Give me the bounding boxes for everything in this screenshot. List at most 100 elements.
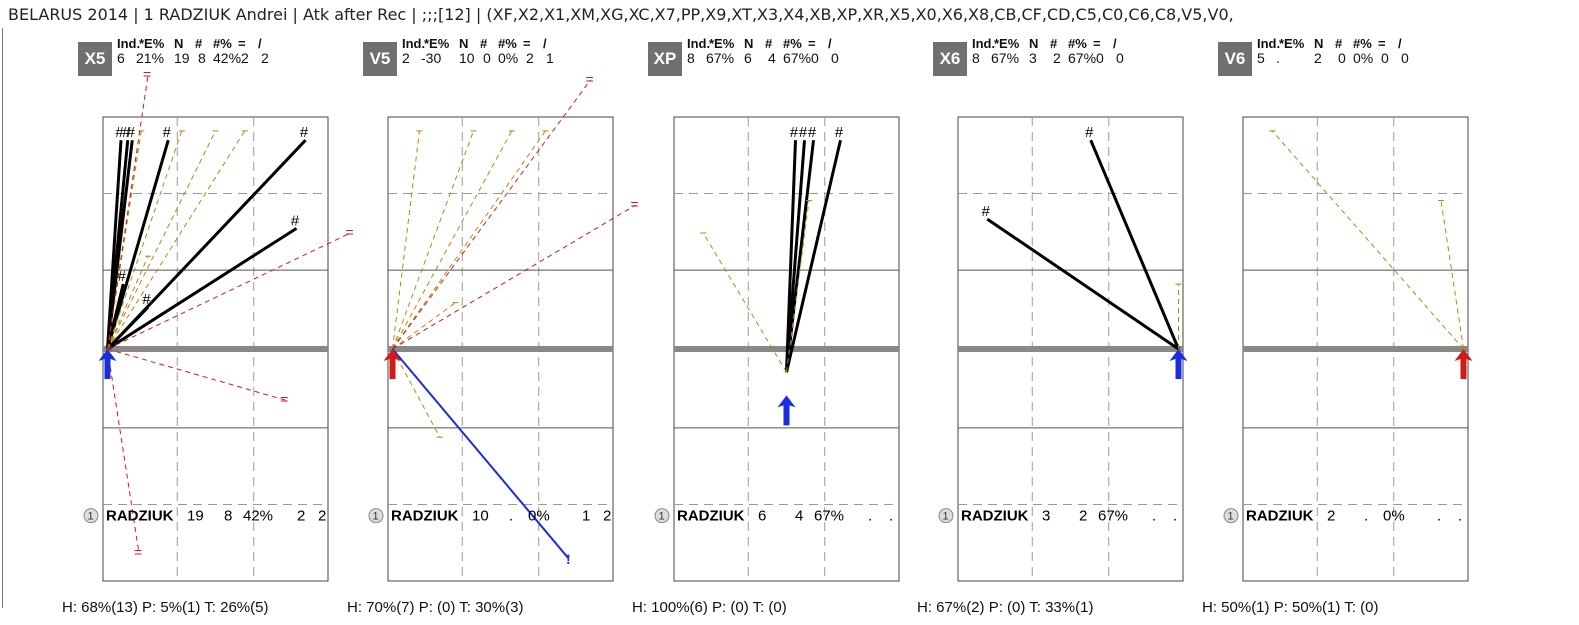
blocked-marker: ! <box>566 551 571 567</box>
stats-header: N <box>1314 36 1324 51</box>
kill-marker: # <box>1085 125 1094 142</box>
stats-value: 0 <box>1116 50 1124 66</box>
attack-trajectory-kill <box>1089 139 1180 350</box>
kill-marker: # <box>300 125 309 142</box>
hit-distribution: H: 68%(13) P: 5%(1) T: 26%(5) <box>62 599 269 616</box>
stats-value: 19 <box>174 50 190 66</box>
stats-value-row: 5. 2 0 0% 0 0 <box>1257 51 1417 66</box>
kill-marker: # <box>162 125 171 142</box>
stats-header: *E% <box>709 36 735 51</box>
stats-value: 8 <box>198 50 206 66</box>
stats-header-row: Ind. *E% N # #% = / <box>1257 36 1417 51</box>
stats-header: Ind. <box>117 36 141 51</box>
player-stat: . <box>1458 508 1462 525</box>
player-arrow <box>777 395 796 426</box>
attack-code-badge: X5 <box>78 42 112 76</box>
stats-header: #% <box>213 36 232 51</box>
stats-value: 67% <box>991 50 1020 66</box>
stats-value: 0 <box>1096 50 1104 66</box>
attack-trajectory-blocked <box>391 348 569 559</box>
attack-trajectory-continued <box>107 130 183 350</box>
kill-marker: # <box>981 204 990 221</box>
stats-block: Ind. *E% N # #% =/8 67% 6 4 67% 0 0 <box>687 36 847 66</box>
stats-value: . <box>1276 50 1280 66</box>
kill-marker: # <box>142 292 151 309</box>
player-stat: . <box>1173 508 1177 525</box>
stats-header: N <box>174 36 184 51</box>
attack-trajectory-continued <box>107 256 149 350</box>
stats-value: 0 <box>831 50 839 66</box>
player-stat: 4 <box>795 508 803 525</box>
stats-value-row: 6 21% 19 8 42% 2 2 <box>117 51 277 66</box>
player-arrow <box>1454 349 1473 379</box>
error-marker: = <box>586 71 594 87</box>
stats-header: #% <box>1068 36 1087 51</box>
attack-trajectory-continued <box>392 130 474 350</box>
player-stat: 3 <box>1042 508 1050 525</box>
stats-value: 0 <box>1381 50 1389 66</box>
kill-marker: # <box>799 125 808 142</box>
stats-header: # <box>1050 36 1058 51</box>
player-stat: 1 <box>582 508 590 525</box>
stats-value: 0 <box>811 50 819 66</box>
attack-trajectory-kill <box>106 227 298 351</box>
stats-header-row: Ind. *E% N # #% = / <box>117 36 277 51</box>
player-name: RADZIUK <box>391 508 459 525</box>
attack-code-badge: V5 <box>363 42 397 76</box>
player-stat: 10 <box>472 508 489 525</box>
player-number-badge <box>1223 508 1239 524</box>
player-number-badge <box>83 508 99 524</box>
stats-value: 42% <box>213 50 242 66</box>
player-name: RADZIUK <box>961 508 1029 525</box>
stats-value: 2 <box>526 50 534 66</box>
player-name: RADZIUK <box>1246 508 1314 525</box>
stats-value: 2 <box>1314 50 1322 66</box>
stats-header: # <box>765 36 773 51</box>
attack-trajectory-continued <box>392 302 456 350</box>
player-stat: 2 <box>603 508 611 525</box>
player-stat: 6 <box>758 508 766 525</box>
kill-marker: # <box>115 125 124 142</box>
stats-value: 8 <box>687 50 695 66</box>
stats-block: Ind. *E% N # #% =/6 21% 19 8 42% 2 2 <box>117 36 277 66</box>
stats-header: #% <box>498 36 517 51</box>
stats-header: N <box>459 36 469 51</box>
attack-trajectory-continued <box>1271 130 1464 350</box>
attack-trajectory-error <box>107 75 149 350</box>
stats-header: *E% <box>424 36 450 51</box>
stats-value: 6 <box>744 50 752 66</box>
stats-block: Ind. *E% N # #% =/2 -30 10 0 0% 2 1 <box>402 36 562 66</box>
attack-trajectory-continued <box>392 348 441 438</box>
stats-header: / <box>543 36 547 51</box>
stats-header: N <box>744 36 754 51</box>
player-arrow <box>1169 349 1188 379</box>
stats-header: #% <box>783 36 802 51</box>
player-arrow <box>98 349 117 379</box>
attack-code-badge: XP <box>648 42 682 76</box>
stats-value: 1 <box>546 50 554 66</box>
stats-value: 0% <box>498 50 519 66</box>
stats-value: 5 <box>1257 50 1265 66</box>
stats-value: 21% <box>136 50 165 66</box>
stats-header: Ind. <box>972 36 996 51</box>
attack-trajectory-kill <box>785 140 815 373</box>
attack-trajectory-continued <box>107 130 216 350</box>
stats-value: 6 <box>117 50 125 66</box>
stats-header-row: Ind. *E% N # #% = / <box>687 36 847 51</box>
attack-trajectory-continued <box>392 130 420 350</box>
player-stat: 0% <box>528 508 550 525</box>
attack-trajectory-continued <box>702 232 787 373</box>
player-stat: 67% <box>814 508 844 525</box>
stats-header: = <box>238 36 246 51</box>
player-stat: . <box>1437 508 1441 525</box>
player-name: RADZIUK <box>677 508 745 525</box>
player-stat: 0% <box>1383 508 1405 525</box>
attack-trajectory-kill <box>106 283 125 350</box>
stats-value: 67% <box>1068 50 1097 66</box>
stats-header: / <box>1398 36 1402 51</box>
stats-block: Ind. *E% N # #% =/5. 2 0 0% 0 0 <box>1257 36 1417 66</box>
stats-header: *E% <box>139 36 165 51</box>
stats-value-row: 2 -30 10 0 0% 2 1 <box>402 51 562 66</box>
stats-header: / <box>828 36 832 51</box>
stats-header: #% <box>1353 36 1372 51</box>
